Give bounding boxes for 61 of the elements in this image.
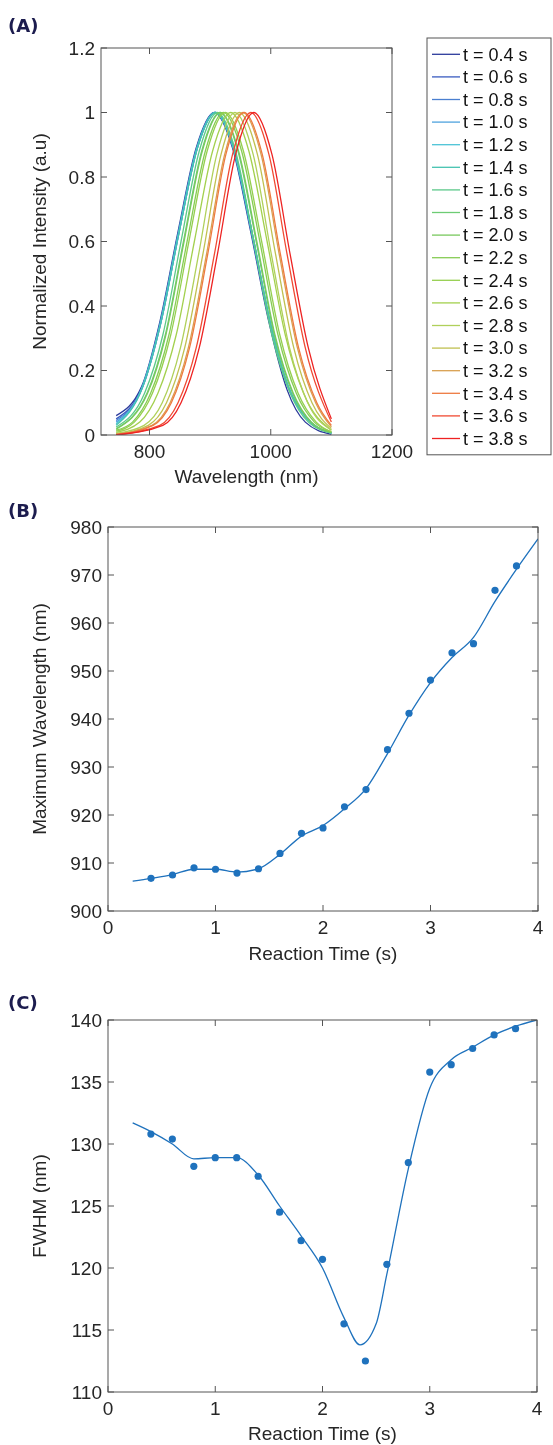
y-tick-label: 125 — [70, 1195, 102, 1217]
x-tick-label: 1 — [209, 1398, 221, 1419]
y-tick-label: 910 — [70, 852, 102, 874]
chart-title: (C) — [8, 992, 38, 1013]
x-tick-label: 1 — [210, 917, 221, 938]
y-tick-label: 110 — [71, 1381, 102, 1403]
y-axis-title: Normalized Intensity (a.u) — [29, 133, 50, 350]
legend-label: t = 1.4 s — [463, 157, 528, 178]
legend-label: t = 3.6 s — [463, 406, 528, 427]
legend-label: t = 2.0 s — [463, 225, 528, 246]
x-tick-label: 2 — [317, 917, 329, 938]
x-tick-label: 800 — [133, 441, 166, 462]
x-tick-label: 4 — [532, 917, 544, 938]
x-tick-label: 1000 — [249, 441, 292, 462]
legend-label: t = 1.8 s — [463, 202, 528, 223]
legend-label: t = 2.2 s — [463, 248, 528, 268]
x-tick-label: 1200 — [370, 441, 414, 462]
y-tick-label: 920 — [70, 804, 102, 826]
y-axis-title: FWHM (nm) — [29, 1154, 50, 1258]
legend-label: t = 3.4 s — [463, 383, 528, 404]
legend-label: t = 1.2 s — [463, 135, 528, 155]
y-tick-label: 900 — [70, 900, 102, 922]
legend-label: t = 0.6 s — [463, 67, 528, 88]
x-tick-label: 4 — [531, 1398, 543, 1419]
y-tick-label: 930 — [70, 756, 102, 778]
x-axis-title: Reaction Time (s) — [248, 943, 398, 964]
legend-label: t = 3.2 s — [463, 361, 528, 381]
chart-title: (A) — [8, 15, 39, 36]
legend-label: t = 0.8 s — [463, 89, 528, 110]
y-tick-label: 960 — [70, 612, 102, 634]
y-tick-label: 0 — [84, 424, 95, 446]
legend-label: t = 2.8 s — [463, 315, 528, 336]
y-tick-label: 940 — [70, 708, 102, 730]
legend-label: t = 3.8 s — [463, 428, 528, 449]
y-tick-label: 0.2 — [68, 360, 95, 382]
y-tick-label: 1.2 — [68, 37, 95, 59]
legend-label: t = 2.4 s — [463, 270, 528, 291]
y-tick-label: 0.6 — [68, 231, 95, 253]
y-tick-label: 950 — [70, 660, 102, 682]
y-tick-label: 135 — [70, 1071, 102, 1093]
chart-title: (B) — [8, 500, 39, 521]
x-axis-title: Reaction Time (s) — [248, 1423, 397, 1444]
y-tick-label: 130 — [70, 1133, 102, 1155]
x-tick-label: 3 — [424, 1398, 436, 1419]
y-tick-label: 120 — [70, 1257, 102, 1279]
x-tick-label: 2 — [317, 1398, 328, 1419]
y-tick-label: 980 — [70, 516, 102, 538]
legend-label: t = 2.6 s — [463, 293, 528, 314]
y-axis-title: Maximum Wavelength (nm) — [29, 603, 50, 835]
legend-label: t = 1.6 s — [463, 180, 528, 201]
y-tick-label: 0.8 — [68, 166, 95, 188]
y-tick-label: 970 — [70, 564, 102, 586]
y-tick-label: 0.4 — [68, 295, 96, 317]
legend-label: t = 0.4 s — [463, 44, 528, 65]
y-tick-label: 1 — [84, 102, 95, 124]
y-tick-label: 115 — [71, 1319, 102, 1341]
x-axis-title: Wavelength (nm) — [174, 466, 319, 487]
legend-label: t = 3.0 s — [463, 338, 528, 359]
y-tick-label: 140 — [70, 1009, 102, 1031]
legend-label: t = 1.0 s — [463, 112, 528, 133]
x-tick-label: 3 — [425, 917, 436, 938]
